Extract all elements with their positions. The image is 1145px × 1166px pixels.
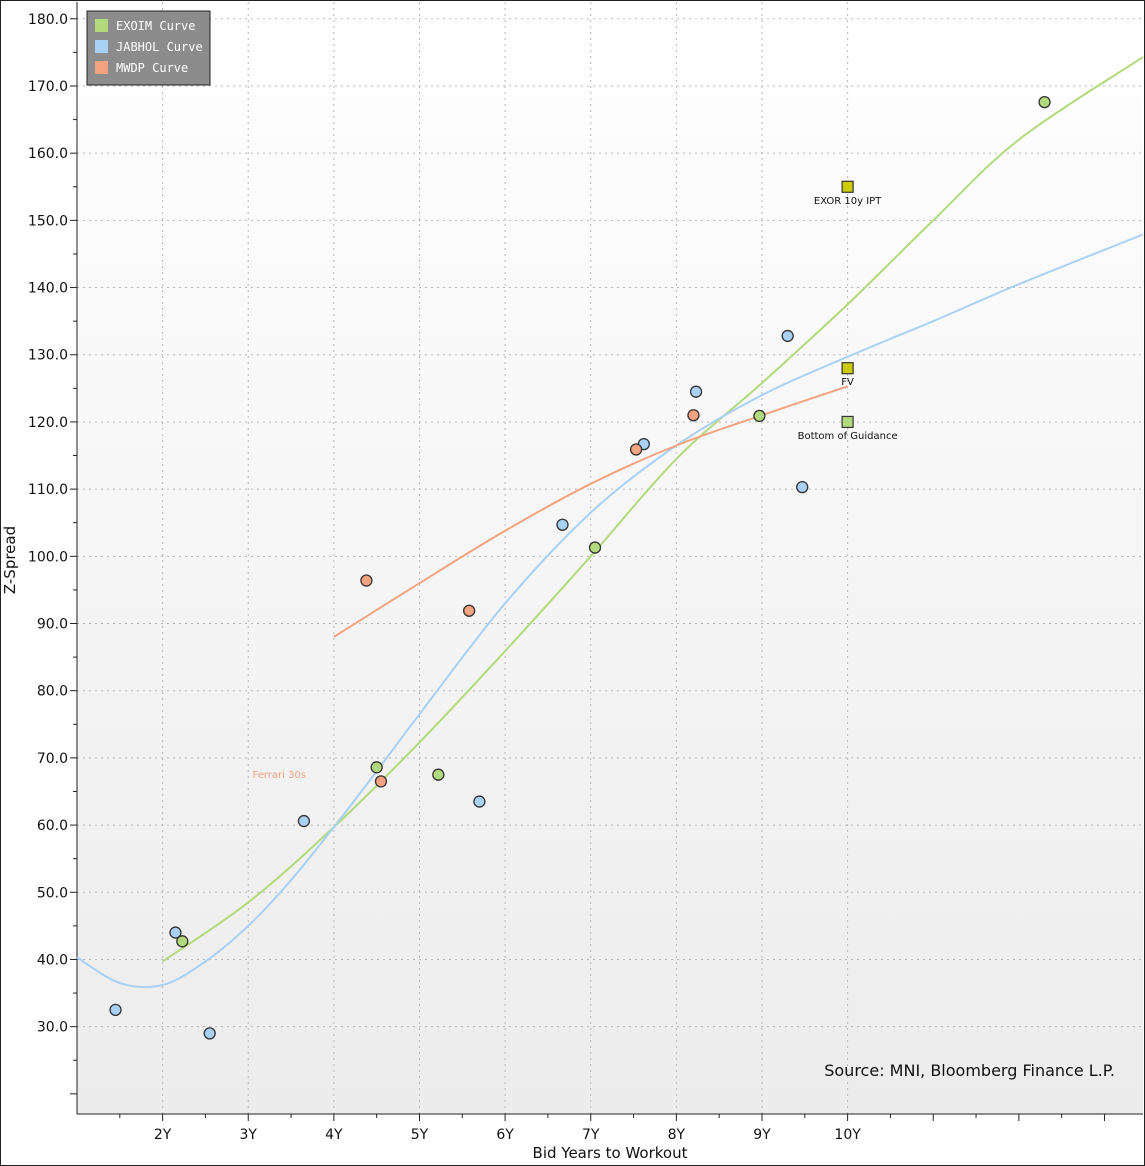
y-tick-label: 130.0 (28, 348, 68, 364)
y-tick-label: 180.0 (28, 12, 68, 28)
jabhol-point (781, 329, 794, 343)
legend-swatch-jabhol (95, 40, 108, 53)
x-tick-label: 2Y (154, 1127, 172, 1143)
annotations: Ferrari 30s (253, 770, 307, 781)
marker-label-exor-10y-ipt: EXOR 10y IPT (814, 196, 882, 207)
jabhol-curve-line (76, 233, 1144, 989)
marker-exor-10y-ipt (841, 180, 854, 193)
source-note: Source: MNI, Bloomberg Finance L.P. (824, 1061, 1115, 1080)
jabhol-point (556, 518, 569, 531)
y-tick-label: 90.0 (37, 617, 68, 633)
exoim-point (1038, 95, 1051, 109)
y-tick-label: 160.0 (28, 146, 68, 162)
x-tick-label: 8Y (668, 1127, 686, 1143)
exoim-point (753, 409, 766, 423)
jabhol-point (297, 814, 311, 828)
grid (77, 2, 1143, 1114)
x-tick-label: 9Y (753, 1127, 771, 1143)
axes: 30.0 40.0 50.0 60.0 70.0 80.0 90.0 100.0 110.0 12… (28, 2, 1143, 1143)
y-tick-label: 60.0 (37, 818, 68, 834)
x-tick-label: 3Y (240, 1127, 258, 1143)
y-tick-label: 50.0 (37, 885, 68, 901)
y-tick-label: 80.0 (37, 684, 68, 700)
y-axis-title: Z-Spread (1, 526, 19, 594)
jabhol-point (203, 1027, 216, 1040)
points (109, 95, 1051, 1040)
marker-fv (841, 362, 854, 375)
legend-label-exoim: EXOIM Curve (116, 19, 195, 33)
mwdp-point (463, 604, 476, 617)
legend-swatch-exoim (95, 19, 108, 32)
y-tick-label: 120.0 (28, 415, 68, 431)
exoim-point (432, 768, 445, 781)
y-tick-label: 70.0 (37, 751, 68, 767)
mwdp-point (360, 574, 373, 587)
x-tick-label: 6Y (496, 1127, 514, 1143)
y-tick-label: 40.0 (37, 952, 68, 968)
legend-swatch-mwdp (95, 61, 108, 74)
x-tick-label: 10Y (834, 1127, 861, 1143)
markers: EXOR 10y IPT FV Bottom of Guidance (798, 180, 898, 442)
jabhol-point (169, 926, 182, 939)
y-tick-label: 140.0 (28, 281, 68, 297)
y-tick-label: 30.0 (37, 1020, 68, 1036)
mwdp-point (374, 775, 388, 788)
legend-label-jabhol: JABHOL Curve (116, 40, 203, 54)
y-tick-label: 150.0 (28, 213, 68, 229)
plot-area (77, 2, 1143, 1114)
y-tick-label: 170.0 (28, 79, 68, 95)
y-tick-label: 110.0 (28, 482, 68, 498)
mwdp-point (687, 409, 700, 422)
marker-label-bottom-of-guidance: Bottom of Guidance (798, 431, 898, 442)
jabhol-point (689, 385, 703, 398)
annotation-label: Ferrari 30s (253, 770, 307, 781)
x-tick-label: 5Y (411, 1127, 429, 1143)
exoim-point (370, 761, 383, 774)
x-axis-title: Bid Years to Workout (533, 1144, 688, 1162)
jabhol-point (796, 480, 809, 494)
jabhol-point (109, 1003, 122, 1017)
x-tick-label: 7Y (582, 1127, 600, 1143)
marker-label-fv: FV (841, 377, 854, 388)
legend: EXOIM Curve JABHOL Curve MWDP Curve (86, 10, 211, 86)
exoim-point (588, 541, 602, 554)
marker-bottom-of-guidance (841, 415, 854, 429)
x-tick-label: 4Y (325, 1127, 343, 1143)
mwdp-point (629, 443, 643, 456)
y-tick-label: 100.0 (28, 549, 68, 565)
exoim-point (176, 935, 189, 948)
legend-label-mwdp: MWDP Curve (116, 61, 188, 75)
jabhol-point (473, 795, 486, 808)
